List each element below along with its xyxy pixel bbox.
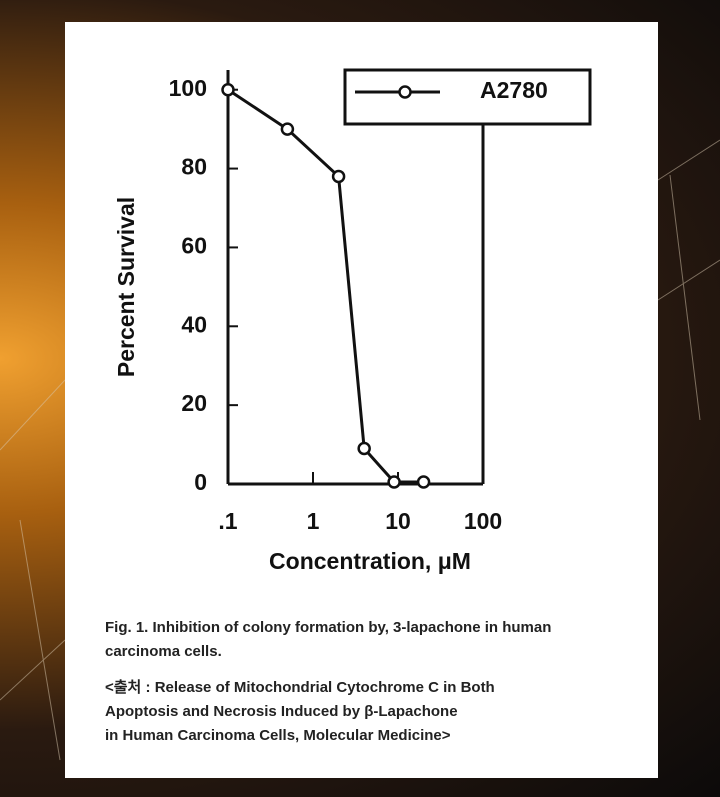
data-point	[387, 475, 401, 489]
data-point	[280, 122, 295, 136]
x-tick-label: 1	[307, 508, 320, 534]
x-tick-label: 100	[464, 508, 502, 534]
y-tick-label: 80	[181, 154, 207, 180]
data-point	[357, 441, 371, 456]
source-caption: in Human Carcinoma Cells, Molecular Medi…	[105, 727, 451, 744]
source-caption: Apoptosis and Necrosis Induced by β-Lapa…	[105, 703, 458, 720]
data-point	[221, 82, 235, 97]
y-tick-label: 60	[181, 233, 207, 259]
x-axis-title: Concentration, μM	[269, 548, 471, 574]
x-tick-label: 10	[385, 508, 411, 534]
network-decoration	[0, 139, 720, 761]
data-point	[331, 169, 346, 184]
source-caption: <출처 : Release of Mitochondrial Cytochrom…	[105, 679, 495, 696]
card	[65, 22, 658, 778]
y-tick-label: 40	[181, 311, 207, 337]
legend-box	[343, 68, 592, 126]
figure-caption: carcinoma cells.	[105, 643, 222, 660]
legend-label: A2780	[480, 77, 548, 103]
legend-marker	[398, 85, 412, 99]
y-tick-label: 20	[181, 390, 207, 416]
x-tick-label: .1	[218, 508, 237, 534]
y-axis-title: Percent Survival	[113, 197, 139, 377]
data-point	[416, 475, 431, 489]
figure-caption: Fig. 1. Inhibition of colony formation b…	[105, 619, 551, 636]
y-tick-label: 0	[194, 469, 207, 495]
y-tick-label: 100	[169, 75, 207, 101]
